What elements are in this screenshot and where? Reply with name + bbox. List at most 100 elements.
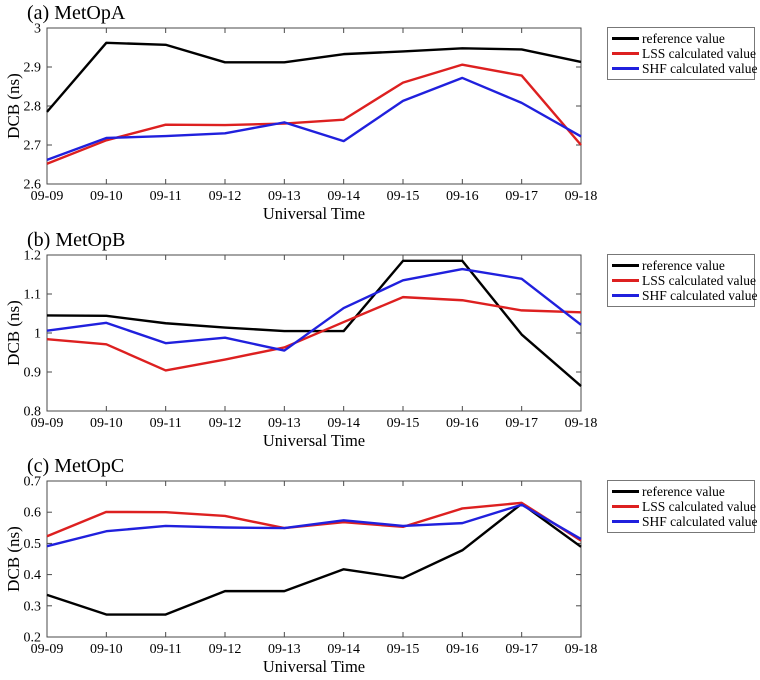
metopb-legend-box: reference value LSS calculated value SHF… [607,254,757,307]
legend-label-reference: reference value [642,31,725,46]
x-tick-label: 09-13 [268,416,301,431]
x-tick-label: 09-09 [31,189,64,204]
x-tick-label: 09-10 [90,189,123,204]
metopa-legend-box: reference value LSS calculated value SHF… [607,27,757,80]
y-tick-label: 2.7 [24,139,42,154]
lss-line-swatch-icon [612,279,639,282]
y-tick-label: 0.5 [24,537,42,552]
x-tick-label: 09-18 [565,642,598,657]
y-tick-label: 0.2 [24,631,42,646]
metopc-chart-title: (c) MetOpC [27,455,125,477]
series-line-shf [46,267,582,352]
metopa-chart-title: (a) MetOpA [27,2,126,24]
x-tick-label: 09-12 [209,416,242,431]
x-tick-label: 09-09 [31,642,64,657]
y-tick-label: 0.3 [24,599,42,614]
y-tick-label: 1 [34,327,41,342]
series-line-reference [46,41,582,113]
metopb-y-axis-label: DCB (ns) [4,300,23,366]
series-line-lss [46,63,582,165]
metopb-x-axis-label: Universal Time [262,431,366,450]
legend-label-reference: reference value [642,258,725,273]
plot-box [46,27,582,185]
reference-line-swatch-icon [612,264,639,267]
x-tick-label: 09-16 [446,189,479,204]
metopa-chart-plot: 09-09 09-10 09-11 09-12 09-13 09-14 09-15 09-16… [24,22,598,205]
x-tick-label: 09-12 [209,642,242,657]
y-tick-label: 0.4 [24,568,42,583]
metopb-chart-title: (b) MetOpB [27,229,126,251]
y-tick-label: 0.7 [24,475,42,490]
metopc-chart-plot: 09-09 09-10 09-11 09-12 09-13 09-14 09-15 09-16… [24,475,598,658]
legend-label-shf: SHF calculated value [642,514,758,529]
x-tick-label: 09-11 [150,416,182,431]
x-tick-label: 09-09 [31,416,64,431]
shf-line-swatch-icon [612,294,639,297]
y-tick-label: 1.2 [24,249,42,264]
legend-item-reference: reference value [612,258,752,273]
legend-label-lss: LSS calculated value [642,46,756,61]
x-tick-label: 09-18 [565,416,598,431]
x-tick-label: 09-13 [268,189,301,204]
y-tick-label: 0.6 [24,506,42,521]
legend-item-shf: SHF calculated value [612,514,757,529]
series-line-lss [46,295,582,372]
metopa-y-axis-label: DCB (ns) [4,73,23,139]
y-tick-label: 1.1 [24,288,42,303]
y-tick-label: 2.6 [24,178,42,193]
series-line-shf [46,76,582,161]
legend-label-lss: LSS calculated value [642,273,756,288]
x-tick-label: 09-14 [327,642,360,657]
series-line-lss [46,501,582,542]
plot-box [46,254,582,412]
series-line-reference [46,259,582,387]
lss-line-swatch-icon [612,505,639,508]
metopb-chart-plot: 09-09 09-10 09-11 09-12 09-13 09-14 09-15 09-16… [24,249,598,432]
legend-item-lss: LSS calculated value [612,273,756,288]
legend-item-reference: reference value [612,484,752,499]
shf-line-swatch-icon [612,520,639,523]
legend-item-shf: SHF calculated value [612,61,757,76]
x-tick-label: 09-11 [150,642,182,657]
x-tick-label: 09-12 [209,189,242,204]
legend-item-lss: LSS calculated value [612,46,756,61]
metopa-x-axis-label: Universal Time [262,204,366,223]
x-tick-label: 09-10 [90,416,123,431]
y-tick-label: 0.9 [24,366,42,381]
x-tick-label: 09-17 [505,189,538,204]
panel-metopa: 09-09 09-10 09-11 09-12 09-13 09-14 09-15 09-16… [0,0,760,227]
y-tick-label: 3 [34,22,41,37]
y-tick-label: 2.8 [24,100,42,115]
x-tick-label: 09-15 [387,189,420,204]
legend-label-lss: LSS calculated value [642,499,756,514]
x-tick-label: 09-17 [505,642,538,657]
plot-box [46,480,582,638]
legend-item-lss: LSS calculated value [612,499,756,514]
x-tick-label: 09-16 [446,416,479,431]
x-tick-label: 09-15 [387,416,420,431]
legend-label-shf: SHF calculated value [642,61,758,76]
x-tick-label: 09-10 [90,642,123,657]
metopc-x-axis-label: Universal Time [262,657,366,676]
legend-label-shf: SHF calculated value [642,288,758,303]
panel-metopc: 09-09 09-10 09-11 09-12 09-13 09-14 09-15 09-16… [0,453,760,680]
series-line-reference [46,502,582,616]
x-tick-label: 09-13 [268,642,301,657]
x-tick-label: 09-15 [387,642,420,657]
y-tick-label: 2.9 [24,61,42,76]
metopc-y-axis-label: DCB (ns) [4,526,23,592]
lss-line-swatch-icon [612,52,639,55]
legend-item-reference: reference value [612,31,752,46]
series-line-shf [46,503,582,548]
metopc-legend-box: reference value LSS calculated value SHF… [607,480,757,533]
legend-label-reference: reference value [642,484,725,499]
x-tick-label: 09-17 [505,416,538,431]
x-tick-label: 09-11 [150,189,182,204]
y-tick-label: 0.8 [24,405,42,420]
legend-item-shf: SHF calculated value [612,288,757,303]
shf-line-swatch-icon [612,67,639,70]
reference-line-swatch-icon [612,490,639,493]
x-tick-label: 09-14 [327,416,360,431]
x-tick-label: 09-14 [327,189,360,204]
